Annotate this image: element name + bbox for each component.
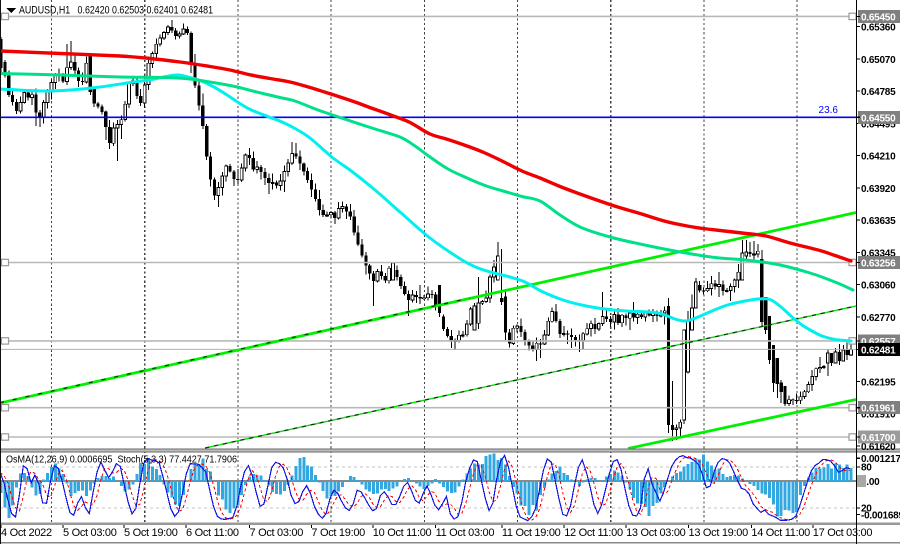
svg-text:0.65360: 0.65360 [861, 23, 896, 34]
svg-text:0.63635: 0.63635 [861, 216, 896, 227]
svg-text:0.61620: 0.61620 [861, 442, 896, 453]
svg-text:11 Oct 03:00: 11 Oct 03:00 [436, 527, 495, 539]
svg-text:14 Oct 11:00: 14 Oct 11:00 [751, 527, 810, 539]
svg-text:5 Oct 03:00: 5 Oct 03:00 [63, 527, 117, 539]
svg-text:80: 80 [861, 463, 872, 474]
svg-text:13 Oct 19:00: 13 Oct 19:00 [689, 527, 749, 539]
svg-text:11 Oct 19:00: 11 Oct 19:00 [502, 527, 561, 539]
svg-text:0.62770: 0.62770 [861, 313, 896, 324]
svg-text:0.61910: 0.61910 [861, 410, 896, 421]
svg-text:0.63256: 0.63256 [861, 259, 896, 270]
svg-text:5 Oct 19:00: 5 Oct 19:00 [124, 527, 178, 539]
svg-text:OsMA(12,26,9) 0.0006695 Stoch: OsMA(12,26,9) 0.0006695 Stoch(5,3,3) 77.… [6, 454, 237, 466]
svg-text:23.6: 23.6 [819, 105, 839, 116]
svg-text:0.0012173: 0.0012173 [861, 454, 900, 465]
svg-text:20: 20 [861, 504, 872, 515]
svg-text:0.65070: 0.65070 [861, 55, 896, 66]
svg-text:AUDUSD,H1 0.62420 0.62503 0.: AUDUSD,H1 0.62420 0.62503 0.62401 0.6248… [19, 5, 213, 17]
svg-text:0.63920: 0.63920 [861, 184, 896, 195]
svg-text:0.61961: 0.61961 [861, 404, 896, 415]
svg-text:-0.001689: -0.001689 [861, 510, 900, 521]
svg-text:0.00: 0.00 [861, 477, 880, 488]
svg-text:17 Oct 03:00: 17 Oct 03:00 [813, 527, 873, 539]
svg-text:0.64550: 0.64550 [861, 113, 896, 124]
svg-text:0.62481: 0.62481 [861, 345, 896, 356]
svg-text:0.62195: 0.62195 [861, 378, 896, 389]
svg-text:10 Oct 11:00: 10 Oct 11:00 [373, 527, 432, 539]
svg-text:12 Oct 11:00: 12 Oct 11:00 [564, 527, 623, 539]
svg-text:0.62557: 0.62557 [861, 337, 896, 348]
svg-text:0.63345: 0.63345 [861, 249, 896, 260]
svg-text:7 Oct 03:00: 7 Oct 03:00 [250, 527, 304, 539]
svg-text:0.61700: 0.61700 [861, 433, 896, 444]
svg-text:0.63060: 0.63060 [861, 281, 896, 292]
svg-text:0.64495: 0.64495 [861, 120, 896, 131]
svg-text:6 Oct 11:00: 6 Oct 11:00 [186, 527, 239, 539]
svg-text:4 Oct 2022: 4 Oct 2022 [1, 527, 52, 539]
svg-text:13 Oct 03:00: 13 Oct 03:00 [626, 527, 686, 539]
svg-text:7 Oct 19:00: 7 Oct 19:00 [311, 527, 365, 539]
svg-text:0.64210: 0.64210 [861, 152, 896, 163]
svg-text:0.65450: 0.65450 [861, 12, 896, 23]
svg-text:0.64785: 0.64785 [861, 87, 896, 98]
